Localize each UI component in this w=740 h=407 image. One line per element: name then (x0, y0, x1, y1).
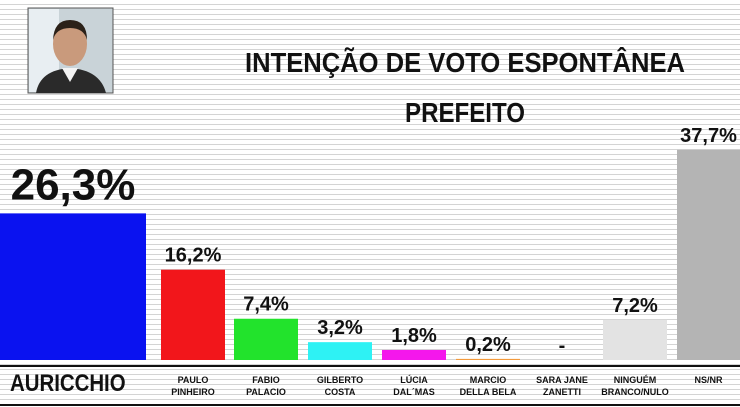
category-label: FABIO PALACIO (246, 375, 286, 397)
bar (0, 213, 146, 360)
value-label: 1,8% (391, 325, 437, 347)
bar (161, 269, 225, 360)
bar (308, 342, 372, 360)
value-label: 0,2% (465, 334, 511, 356)
category-label: NINGUÉM BRANCO/NULO (601, 375, 669, 397)
category-label: LÚCIA DAL´MAS (393, 375, 435, 397)
value-label: 26,3% (11, 160, 136, 209)
value-label: 7,2% (612, 295, 658, 317)
bar (234, 318, 298, 360)
chart-title: INTENÇÃO DE VOTO ESPONTÂNEA (245, 47, 685, 78)
bar (603, 319, 667, 360)
photo (27, 7, 114, 94)
chart-subtitle: PREFEITO (405, 97, 525, 128)
value-label: 7,4% (243, 294, 289, 316)
category-label: PAULO PINHEIRO (171, 375, 215, 397)
value-label: - (559, 335, 566, 357)
bar (456, 358, 520, 360)
value-label: 37,7% (680, 125, 737, 147)
value-label: 16,2% (165, 245, 222, 267)
category-label: AURICCHIO (10, 370, 126, 397)
bar (382, 349, 446, 360)
bar (677, 149, 740, 360)
category-label: MARCIO DELLA BELA (459, 375, 517, 397)
category-label: GILBERTO COSTA (316, 375, 364, 397)
category-label: NS/NR (694, 375, 723, 385)
value-label: 3,2% (317, 317, 363, 339)
category-label: SARA JANE ZANETTI (536, 375, 588, 397)
